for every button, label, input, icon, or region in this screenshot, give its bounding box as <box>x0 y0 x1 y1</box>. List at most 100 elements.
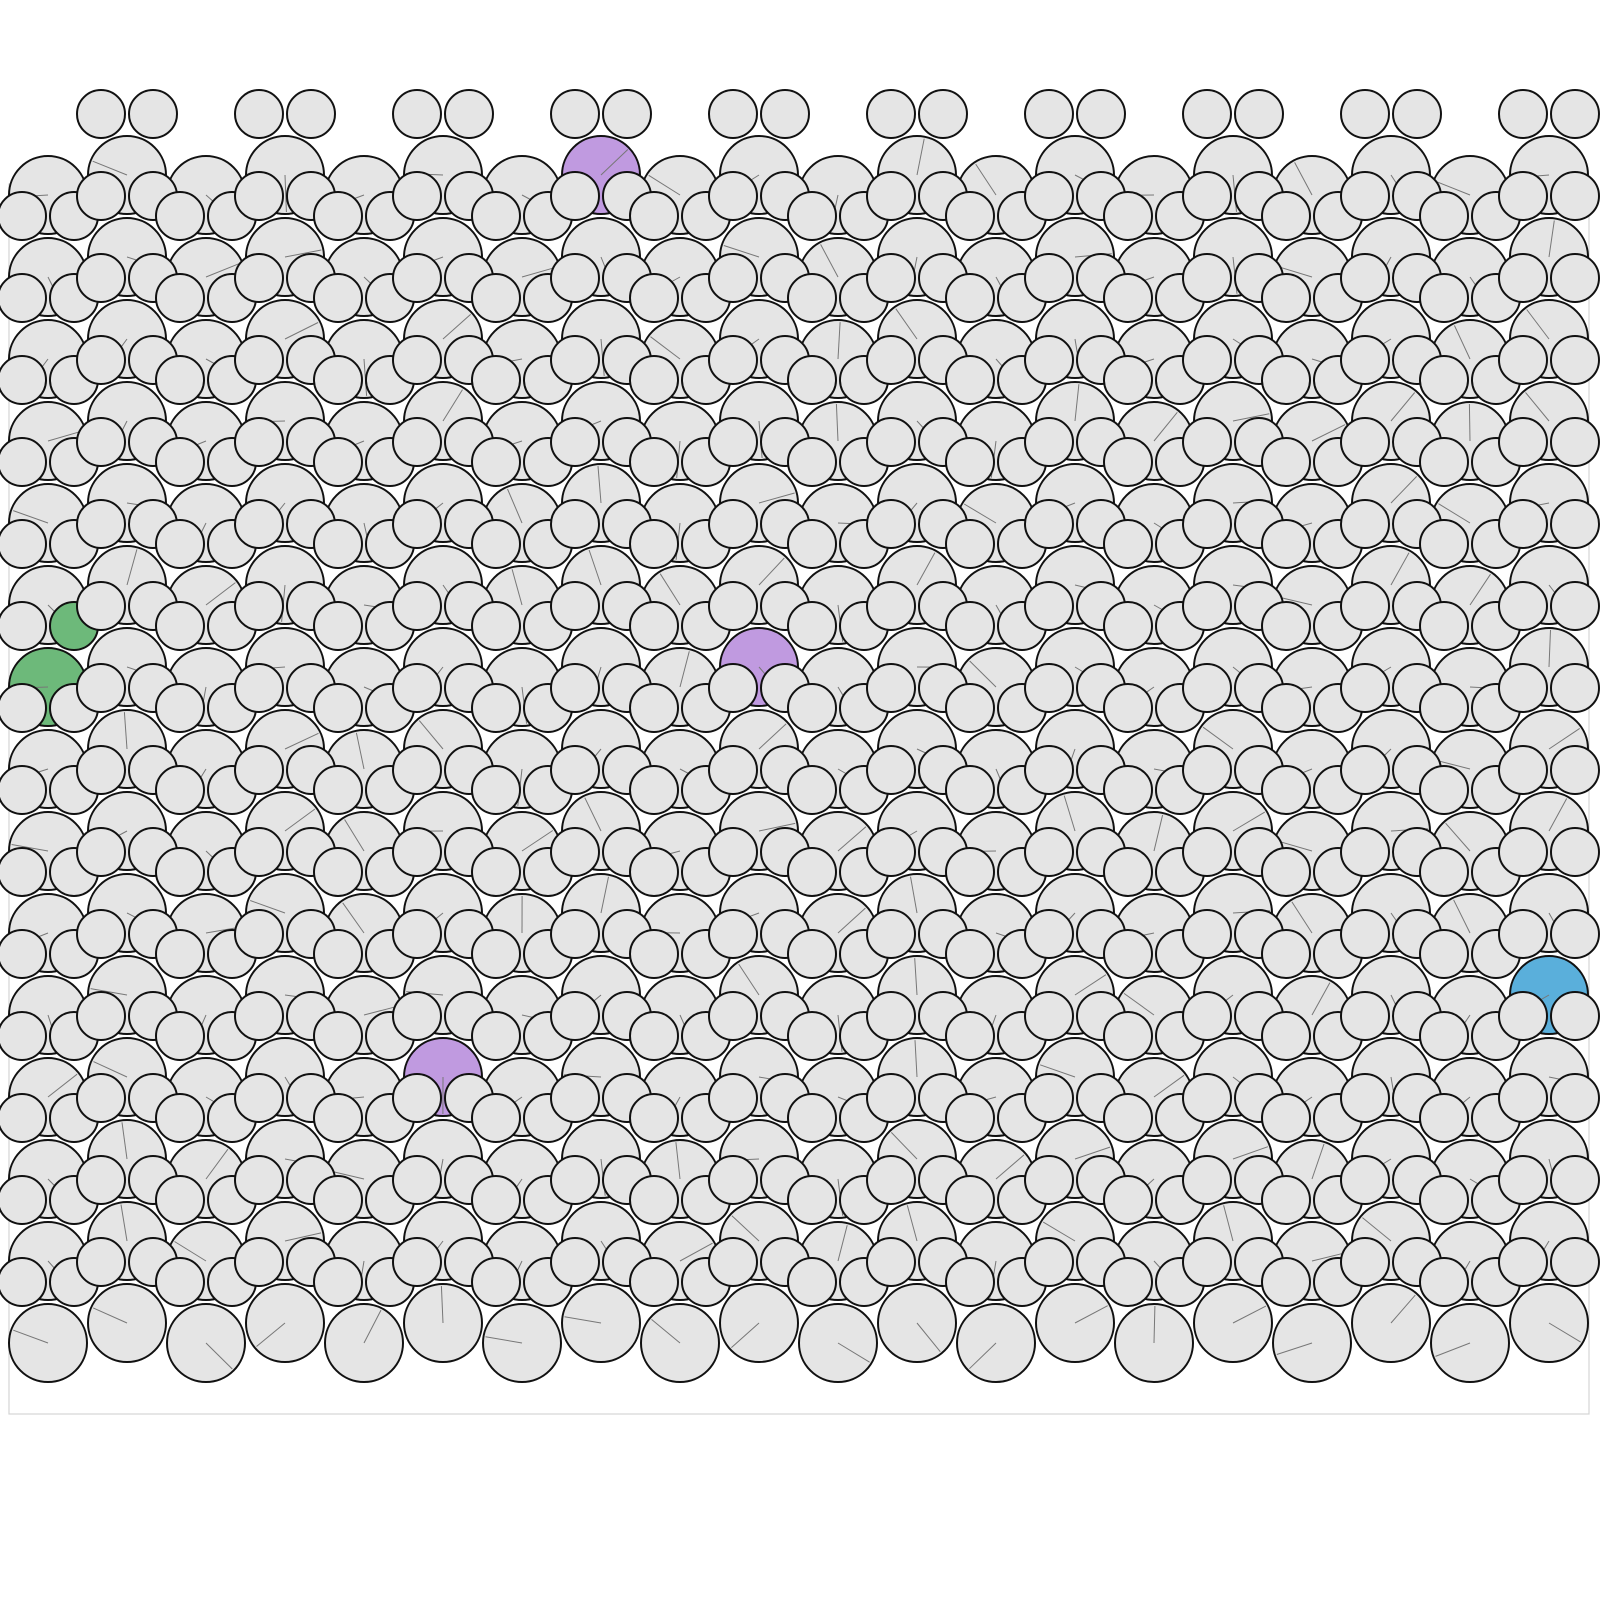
small-disk <box>155 437 205 487</box>
small-disk <box>155 519 205 569</box>
small-disk <box>234 171 284 221</box>
small-disk <box>313 273 363 323</box>
small-disk <box>313 191 363 241</box>
small-disk <box>866 991 916 1041</box>
disk-group <box>0 89 1600 1383</box>
small-disk <box>787 1093 837 1143</box>
disk-needle <box>1362 1217 1392 1242</box>
small-disk <box>1076 89 1126 139</box>
small-disk <box>76 1155 126 1205</box>
small-disk <box>1182 89 1232 139</box>
small-disk <box>866 827 916 877</box>
small-disk <box>76 499 126 549</box>
disk-needle <box>442 314 471 340</box>
small-disk <box>1340 827 1390 877</box>
disk-needle <box>837 322 841 360</box>
disk-needle <box>1039 1064 1076 1078</box>
small-disk <box>1103 929 1153 979</box>
small-disk <box>629 519 679 569</box>
disk-needle <box>564 1316 602 1324</box>
disk-needle <box>1525 392 1550 422</box>
small-disk <box>866 909 916 959</box>
small-disk <box>1419 519 1469 569</box>
small-disk <box>76 827 126 877</box>
disk-needle <box>758 492 795 504</box>
disk-needle <box>914 958 918 996</box>
small-disk <box>1024 1073 1074 1123</box>
small-disk <box>787 437 837 487</box>
disk-needle <box>758 822 796 832</box>
small-disk <box>1419 929 1469 979</box>
small-disk <box>629 273 679 323</box>
disk-needle <box>1548 1322 1581 1343</box>
small-disk <box>1419 1011 1469 1061</box>
small-disk <box>1340 663 1390 713</box>
small-disk <box>866 663 916 713</box>
disk-needle <box>648 174 681 196</box>
disk-needle <box>47 430 84 442</box>
small-disk <box>1498 1155 1548 1205</box>
small-disk <box>471 1175 521 1225</box>
small-disk <box>945 519 995 569</box>
small-disk <box>1024 89 1074 139</box>
small-disk <box>444 89 494 139</box>
small-disk <box>866 253 916 303</box>
small-disk <box>1024 909 1074 959</box>
small-disk <box>234 253 284 303</box>
small-disk <box>708 89 758 139</box>
small-disk <box>629 929 679 979</box>
disk-needle <box>418 720 444 750</box>
disk-needle <box>284 174 287 213</box>
small-disk <box>918 89 968 139</box>
small-disk <box>0 1257 47 1307</box>
small-disk <box>155 929 205 979</box>
disk-needle <box>600 876 609 914</box>
small-disk <box>0 929 47 979</box>
small-disk <box>471 437 521 487</box>
small-disk <box>550 663 600 713</box>
disk-needle <box>284 322 319 340</box>
small-disk <box>787 601 837 651</box>
small-disk <box>471 191 521 241</box>
disk-needle <box>837 1342 870 1363</box>
small-disk <box>1234 89 1284 139</box>
small-disk <box>0 437 47 487</box>
small-disk <box>76 417 126 467</box>
small-disk <box>866 335 916 385</box>
small-disk <box>1182 991 1232 1041</box>
small-disk <box>1550 171 1600 221</box>
small-disk <box>629 355 679 405</box>
disk-needle <box>355 732 365 770</box>
small-disk <box>708 417 758 467</box>
small-disk <box>1182 581 1232 631</box>
disk-needle <box>1232 413 1270 422</box>
small-disk <box>550 1073 600 1123</box>
disk-needle <box>1223 1205 1234 1242</box>
small-disk <box>866 1237 916 1287</box>
small-disk <box>392 745 442 795</box>
small-disk <box>234 1073 284 1123</box>
small-disk <box>1261 1011 1311 1061</box>
small-disk <box>1103 519 1153 569</box>
small-disk <box>1550 1237 1600 1287</box>
disk-needle <box>1276 840 1313 852</box>
small-disk <box>234 663 284 713</box>
disk-needle <box>723 245 760 258</box>
small-disk <box>234 335 284 385</box>
small-disk <box>76 663 126 713</box>
small-disk <box>550 499 600 549</box>
small-disk <box>1498 745 1548 795</box>
disk-needle <box>1453 325 1471 360</box>
small-disk <box>1498 253 1548 303</box>
disk-needle <box>837 1225 848 1262</box>
small-disk <box>471 765 521 815</box>
disk-needle <box>1232 1146 1269 1160</box>
small-disk <box>1182 417 1232 467</box>
small-disk <box>1550 991 1600 1041</box>
small-disk <box>1550 335 1600 385</box>
small-disk <box>629 847 679 897</box>
small-disk <box>1103 765 1153 815</box>
small-disk <box>787 1257 837 1307</box>
disk-needle <box>205 1148 229 1180</box>
